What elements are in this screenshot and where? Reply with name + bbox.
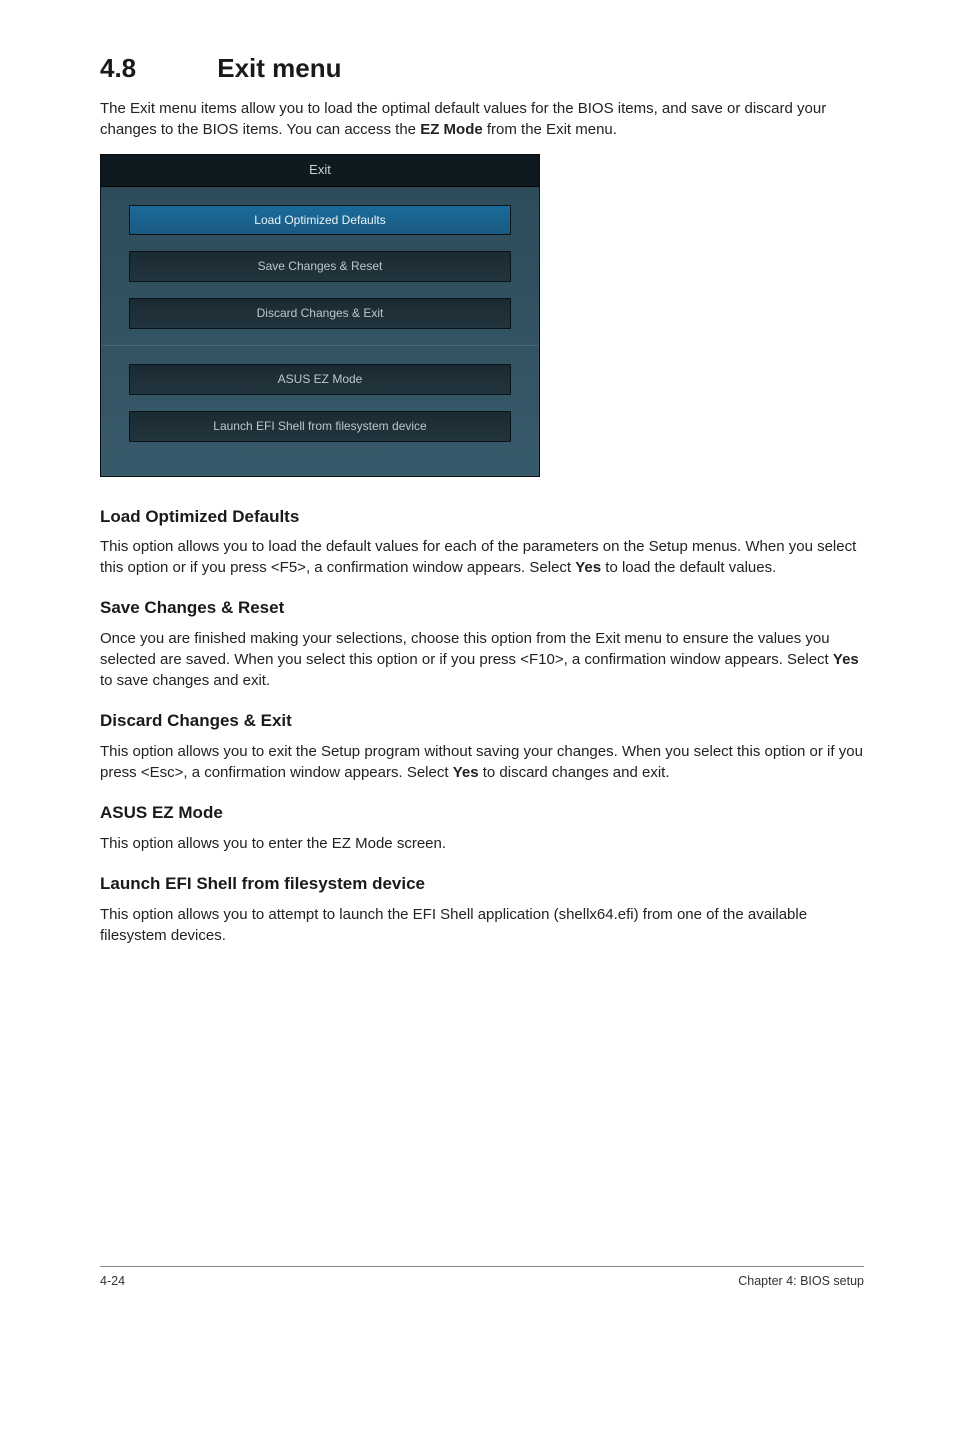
sub-heading-ez-mode: ASUS EZ Mode [100,801,864,825]
section-number: 4.8 [100,50,210,86]
bios-panel-body: Load Optimized Defaults Save Changes & R… [101,187,539,442]
sub-body-discard-exit: This option allows you to exit the Setup… [100,741,864,783]
footer-page-number: 4-24 [100,1273,125,1291]
s1-bold: Yes [575,559,601,576]
bios-btn-save-reset[interactable]: Save Changes & Reset [129,251,511,282]
section-title-text: Exit menu [217,53,341,83]
sub-body-ez-mode: This option allows you to enter the EZ M… [100,833,864,854]
s1-b: to load the default values. [601,559,776,576]
sub-body-load-defaults: This option allows you to load the defau… [100,536,864,578]
sub-body-launch-efi: This option allows you to attempt to lau… [100,904,864,946]
s3-b: to discard changes and exit. [479,764,670,781]
sub-body-save-reset: Once you are finished making your select… [100,628,864,691]
bios-exit-panel: Exit Load Optimized Defaults Save Change… [100,154,540,476]
bios-btn-discard-exit[interactable]: Discard Changes & Exit [129,298,511,329]
bios-panel-header: Exit [101,155,539,186]
s2-bold: Yes [833,651,859,668]
bios-divider [101,345,539,346]
bios-btn-load-defaults[interactable]: Load Optimized Defaults [129,205,511,236]
sub-heading-launch-efi: Launch EFI Shell from filesystem device [100,872,864,896]
intro-text-b: from the Exit menu. [483,121,617,138]
bios-btn-ez-mode[interactable]: ASUS EZ Mode [129,364,511,395]
s3-bold: Yes [453,764,479,781]
sub-heading-load-defaults: Load Optimized Defaults [100,505,864,529]
page-footer: 4-24 Chapter 4: BIOS setup [100,1266,864,1291]
section-heading: 4.8 Exit menu [100,50,864,86]
sub-heading-save-reset: Save Changes & Reset [100,596,864,620]
sub-heading-discard-exit: Discard Changes & Exit [100,709,864,733]
footer-chapter: Chapter 4: BIOS setup [738,1273,864,1291]
bios-btn-launch-efi[interactable]: Launch EFI Shell from filesystem device [129,411,511,442]
intro-bold: EZ Mode [420,121,483,138]
s2-a: Once you are finished making your select… [100,630,833,668]
s2-b: to save changes and exit. [100,672,270,689]
intro-paragraph: The Exit menu items allow you to load th… [100,98,864,140]
